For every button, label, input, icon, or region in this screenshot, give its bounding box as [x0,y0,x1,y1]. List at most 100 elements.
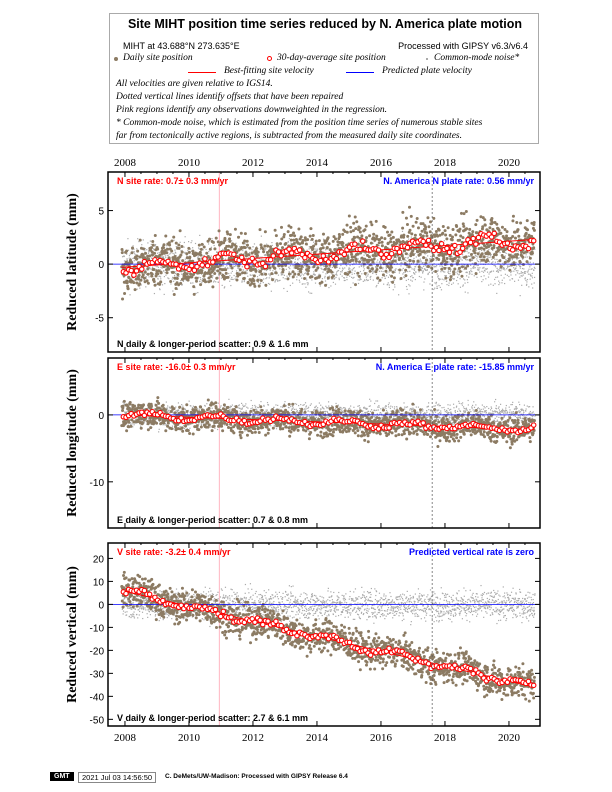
cmn-point [509,265,511,267]
daily-point [350,255,354,259]
daily-point [176,259,180,263]
y-axis-label: Reduced latitude (mm) [65,193,80,331]
cmn-point [175,406,177,408]
cmn-point [407,256,409,258]
daily-point [245,243,249,247]
daily-point [164,234,168,238]
cmn-point [190,405,192,407]
daily-point [511,219,515,223]
cmn-point [515,265,518,267]
cmn-point [177,411,179,413]
cmn-point [128,257,130,259]
cmn-point [520,272,522,275]
cmn-point [241,407,243,409]
daily-point [289,225,293,229]
cmn-point [261,256,263,258]
cmn-point [501,282,503,284]
daily-point [424,225,428,229]
cmn-point [308,406,310,408]
daily-point [311,233,315,237]
cmn-point [354,270,356,272]
cmn-point [221,264,223,266]
cmn-point [198,408,200,410]
daily-point [299,267,303,271]
daily-point [408,205,412,209]
cmn-point [494,258,496,260]
cmn-point [423,264,425,266]
cmn-point [244,405,246,407]
cmn-point [411,280,413,282]
daily-point [120,251,124,255]
cmn-point [247,246,249,249]
cmn-point [153,273,155,275]
cmn-point [488,284,490,286]
cmn-point [329,266,331,268]
cmn-point [441,265,443,267]
cmn-point [499,252,501,254]
daily-point [474,262,478,266]
cmn-point [200,423,202,425]
cmn-point [290,272,293,274]
cmn-point [480,249,483,252]
daily-point [292,231,296,235]
note-1: All velocities are given relative to IGS… [116,79,273,89]
cmn-point [470,270,472,272]
cmn-point [425,257,427,259]
cmn-point [424,269,426,271]
cmn-point [527,273,530,275]
daily-point [306,272,310,276]
daily-point [398,268,402,272]
daily-point [458,269,462,273]
daily-point [497,228,501,232]
cmn-point [211,277,214,279]
daily-point [453,267,457,271]
cmn-point [263,272,265,274]
cmn-point [173,253,175,255]
daily-point [389,237,393,241]
avg-point [333,255,340,262]
daily-point [121,297,125,301]
cmn-point [170,252,172,254]
daily-point [425,231,429,235]
cmn-point [146,249,148,251]
daily-point [192,285,196,289]
cmn-point [205,248,207,251]
cmn-point [497,260,499,263]
daily-point [399,276,403,280]
avg-point [428,243,434,249]
cmn-point [527,271,529,273]
daily-point [393,254,397,258]
cmn-point [414,278,416,281]
cmn-point [460,258,462,260]
cmn-point [164,282,166,285]
cmn-point [450,254,452,256]
cmn-point [373,259,375,262]
daily-point [263,244,267,248]
cmn-point [476,260,478,262]
cmn-point [221,284,223,286]
cmn-point [292,405,294,408]
cmn-point [519,295,521,297]
cmn-point [262,274,264,276]
cmn-point [363,268,365,270]
daily-point [412,259,416,263]
daily-point [445,260,449,264]
daily-point [300,264,304,268]
cmn-point [158,431,160,433]
daily-point [353,236,357,240]
cmn-point [443,279,445,281]
daily-point [388,268,392,272]
daily-point [331,274,335,278]
daily-point [235,278,239,282]
cmn-point [528,286,530,288]
cmn-point [527,270,529,272]
daily-point [341,245,345,249]
cmn-point [449,273,451,275]
cmn-point [474,267,476,269]
cmn-point [263,278,265,280]
cmn-point [253,243,256,245]
cmn-point [158,428,160,430]
daily-point [491,255,495,259]
cmn-point [441,266,444,268]
daily-point [191,249,195,253]
